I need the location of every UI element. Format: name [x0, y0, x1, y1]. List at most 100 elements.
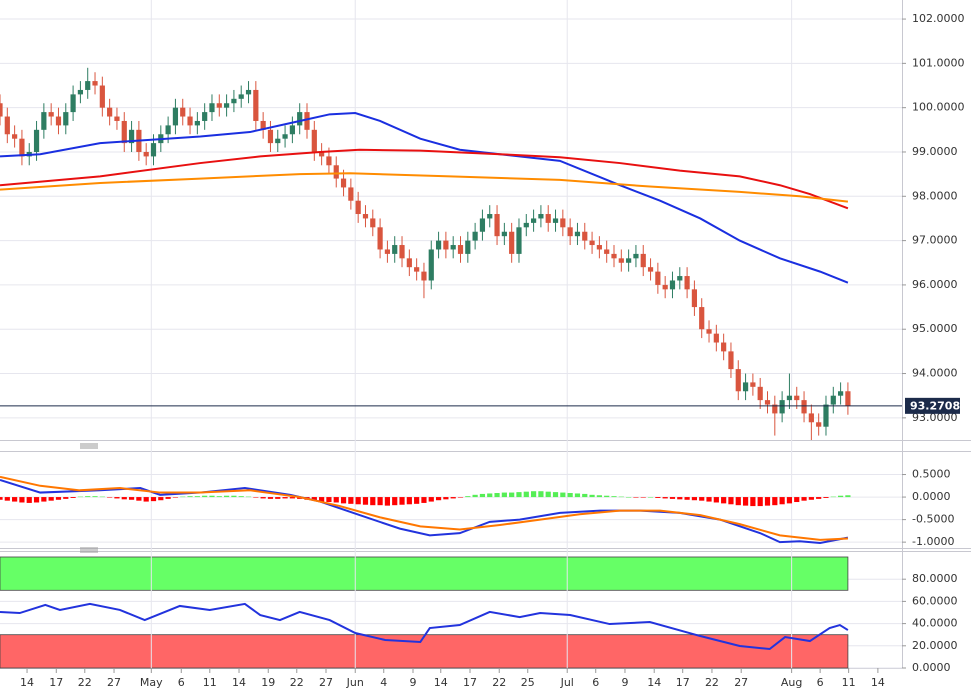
- candle-body: [421, 271, 427, 281]
- x-tick-label: Jul: [560, 676, 574, 689]
- candle-body: [370, 218, 376, 228]
- candle-body: [275, 138, 281, 144]
- candle-body: [516, 227, 522, 254]
- histogram-bar: [567, 493, 573, 498]
- histogram-bar: [253, 497, 259, 498]
- candle-body: [289, 125, 295, 135]
- line-series: [0, 148, 849, 210]
- line-series: [0, 602, 849, 651]
- histogram-bar: [801, 497, 807, 501]
- x-tick-label: 17: [676, 676, 690, 689]
- candle-body: [245, 89, 252, 95]
- candle-body: [596, 245, 602, 250]
- histogram-bar: [538, 491, 544, 498]
- histogram-bar: [26, 497, 32, 503]
- histogram-bar: [70, 497, 76, 498]
- candle-body: [560, 218, 566, 228]
- candle-body: [574, 231, 581, 237]
- histogram-bar: [560, 492, 566, 498]
- histogram-bar: [289, 497, 295, 499]
- panel-handle[interactable]: [80, 443, 98, 449]
- histogram-bar: [421, 497, 427, 503]
- candle-body: [377, 227, 383, 250]
- histogram-bar: [143, 497, 149, 502]
- histogram-bar: [647, 497, 654, 498]
- x-tick-label: 27: [107, 676, 121, 689]
- candle-body: [699, 307, 705, 330]
- y-tick-label: 97.0000: [912, 234, 958, 247]
- histogram-bar: [816, 497, 822, 499]
- x-tick-label: 14: [20, 676, 34, 689]
- histogram-bar: [721, 497, 727, 504]
- x-tick-label: 14: [871, 676, 885, 689]
- candle-body: [472, 231, 478, 241]
- histogram-bar: [794, 497, 800, 503]
- candle-body: [487, 214, 493, 219]
- candle-body: [128, 129, 135, 144]
- y-tick-label: 95.0000: [912, 322, 958, 335]
- x-tick-label: 6: [817, 676, 824, 689]
- candle-body: [70, 94, 76, 113]
- candle-body: [618, 258, 624, 263]
- histogram-bar: [611, 496, 617, 498]
- candle-body: [816, 422, 822, 427]
- histogram-bar: [150, 497, 157, 502]
- rsi-band: [0, 556, 849, 591]
- histogram-bar: [12, 497, 18, 502]
- x-tick-label: 27: [734, 676, 748, 689]
- candle-body: [750, 382, 756, 387]
- histogram-bar: [626, 497, 632, 498]
- histogram-bar: [465, 496, 471, 498]
- x-tick-label: 22: [290, 676, 304, 689]
- histogram-bar: [406, 497, 412, 505]
- histogram-bar: [348, 497, 354, 504]
- candle-body: [721, 342, 727, 352]
- candle-body: [626, 258, 632, 263]
- candle-body: [728, 351, 734, 370]
- histogram-bar: [669, 497, 676, 499]
- histogram-bar: [114, 497, 120, 499]
- candle-body: [509, 231, 515, 254]
- candle-body: [655, 271, 661, 285]
- y-tick-label: 100.0000: [912, 101, 965, 114]
- line-series: [0, 475, 848, 541]
- histogram-bar: [545, 491, 551, 498]
- histogram-bar: [699, 497, 705, 501]
- y-tick-label: 93.0000: [912, 411, 958, 424]
- histogram-bar: [128, 497, 135, 500]
- candle-body: [85, 81, 91, 90]
- histogram-bar: [275, 497, 281, 499]
- histogram-bar: [808, 497, 814, 500]
- histogram-bar: [41, 497, 47, 502]
- candle-body: [845, 391, 851, 406]
- x-tick-label: 17: [49, 676, 63, 689]
- histogram-bar: [194, 496, 200, 498]
- histogram-bar: [4, 497, 10, 501]
- candle-body: [457, 245, 464, 254]
- x-tick-label: 19: [261, 676, 275, 689]
- candle-body: [121, 120, 127, 144]
- histogram-bar: [494, 493, 500, 498]
- candle-body: [114, 116, 120, 121]
- x-tick-label: May: [140, 676, 163, 689]
- histogram-bar: [823, 497, 829, 498]
- histogram-bar: [377, 497, 383, 506]
- histogram-bar: [677, 497, 683, 500]
- panel-handle[interactable]: [80, 547, 98, 553]
- candle-body: [494, 214, 500, 237]
- x-tick-label: 4: [380, 676, 387, 689]
- candle-body: [450, 245, 456, 250]
- grid: [0, 0, 902, 669]
- line-series: [0, 172, 849, 203]
- candle-body: [435, 240, 442, 250]
- candle-body: [735, 369, 741, 392]
- candle-body: [202, 112, 208, 121]
- candle-body: [4, 116, 10, 135]
- histogram-bar: [516, 492, 522, 498]
- candle-body: [267, 129, 274, 144]
- line-series: [0, 111, 849, 284]
- histogram-bar: [684, 497, 690, 500]
- candle-body: [165, 125, 171, 135]
- histogram-bar: [399, 497, 405, 505]
